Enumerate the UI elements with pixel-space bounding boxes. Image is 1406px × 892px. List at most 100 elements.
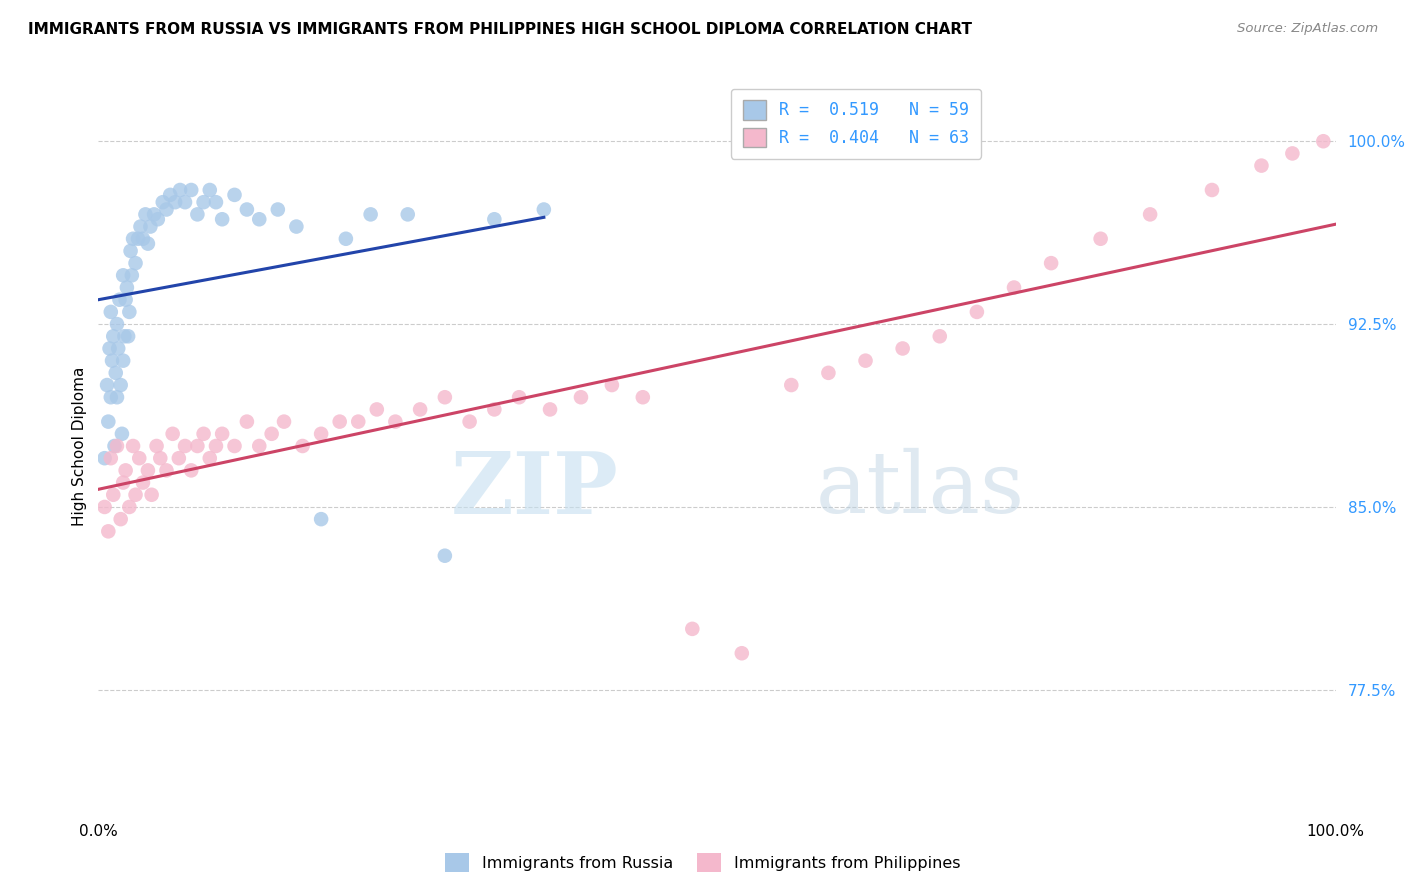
Point — [145, 439, 167, 453]
Point — [96, 378, 118, 392]
Point — [159, 187, 181, 202]
Point — [780, 378, 803, 392]
Point — [484, 402, 506, 417]
Point — [120, 244, 142, 258]
Point — [1201, 183, 1223, 197]
Point — [260, 426, 283, 441]
Point — [118, 500, 141, 514]
Point — [291, 439, 314, 453]
Point — [224, 439, 246, 453]
Point — [136, 463, 159, 477]
Point — [146, 212, 169, 227]
Point — [273, 415, 295, 429]
Point — [384, 415, 406, 429]
Point — [433, 390, 456, 404]
Point — [600, 378, 623, 392]
Point — [139, 219, 162, 234]
Point — [112, 475, 135, 490]
Point — [347, 415, 370, 429]
Point — [180, 463, 202, 477]
Point — [569, 390, 592, 404]
Point — [132, 232, 155, 246]
Point — [167, 451, 190, 466]
Point — [152, 195, 174, 210]
Point — [165, 195, 187, 210]
Point — [112, 268, 135, 283]
Point — [1002, 280, 1025, 294]
Point — [309, 426, 332, 441]
Point — [162, 426, 184, 441]
Point — [122, 232, 145, 246]
Point — [205, 195, 228, 210]
Point — [236, 415, 259, 429]
Text: atlas: atlas — [815, 449, 1025, 532]
Point — [309, 512, 332, 526]
Point — [928, 329, 950, 343]
Point — [114, 463, 136, 477]
Point — [117, 329, 139, 343]
Point — [149, 451, 172, 466]
Point — [186, 439, 208, 453]
Point — [329, 415, 352, 429]
Point — [97, 415, 120, 429]
Point — [105, 390, 128, 404]
Point — [155, 202, 177, 217]
Point — [141, 488, 163, 502]
Point — [114, 293, 136, 307]
Point — [247, 439, 270, 453]
Point — [533, 202, 555, 217]
Point — [97, 524, 120, 539]
Point — [100, 305, 122, 319]
Point — [205, 439, 228, 453]
Point — [193, 426, 215, 441]
Point — [103, 329, 125, 343]
Point — [409, 402, 432, 417]
Point — [247, 212, 270, 227]
Point — [93, 451, 115, 466]
Point — [103, 488, 125, 502]
Point — [267, 202, 290, 217]
Point — [124, 256, 146, 270]
Point — [105, 439, 128, 453]
Point — [193, 195, 215, 210]
Point — [1312, 134, 1334, 148]
Legend: Immigrants from Russia, Immigrants from Philippines: Immigrants from Russia, Immigrants from … — [437, 845, 969, 880]
Point — [111, 426, 134, 441]
Point — [186, 207, 208, 221]
Point — [103, 439, 125, 453]
Point — [108, 293, 131, 307]
Point — [433, 549, 456, 563]
Point — [105, 317, 128, 331]
Text: Source: ZipAtlas.com: Source: ZipAtlas.com — [1237, 22, 1378, 36]
Point — [101, 353, 124, 368]
Point — [631, 390, 654, 404]
Point — [100, 390, 122, 404]
Point — [174, 195, 197, 210]
Point — [129, 219, 152, 234]
Point — [731, 646, 754, 660]
Point — [93, 500, 115, 514]
Point — [508, 390, 530, 404]
Point — [211, 426, 233, 441]
Text: IMMIGRANTS FROM RUSSIA VS IMMIGRANTS FROM PHILIPPINES HIGH SCHOOL DIPLOMA CORREL: IMMIGRANTS FROM RUSSIA VS IMMIGRANTS FRO… — [28, 22, 972, 37]
Point — [1139, 207, 1161, 221]
Point — [396, 207, 419, 221]
Point — [100, 451, 122, 466]
Point — [681, 622, 703, 636]
Point — [484, 212, 506, 227]
Point — [335, 232, 357, 246]
Point — [115, 280, 138, 294]
Point — [366, 402, 388, 417]
Point — [112, 353, 135, 368]
Point — [124, 488, 146, 502]
Point — [198, 451, 221, 466]
Point — [169, 183, 191, 197]
Point — [1281, 146, 1303, 161]
Legend: R =  0.519   N = 59, R =  0.404   N = 63: R = 0.519 N = 59, R = 0.404 N = 63 — [731, 88, 981, 159]
Point — [458, 415, 481, 429]
Point — [121, 268, 143, 283]
Point — [855, 353, 877, 368]
Point — [122, 439, 145, 453]
Text: ZIP: ZIP — [450, 448, 619, 532]
Point — [98, 342, 121, 356]
